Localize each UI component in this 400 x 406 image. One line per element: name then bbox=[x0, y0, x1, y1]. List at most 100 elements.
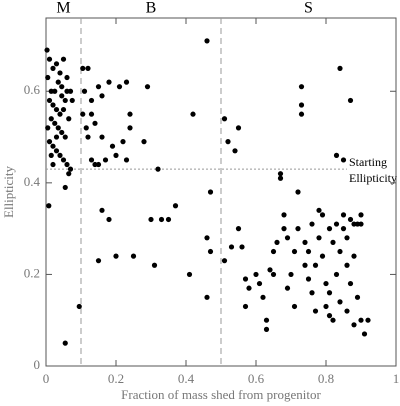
point bbox=[83, 125, 89, 131]
point bbox=[323, 280, 329, 287]
point bbox=[298, 102, 305, 108]
point bbox=[330, 317, 336, 323]
point bbox=[365, 317, 371, 323]
point bbox=[48, 116, 54, 122]
point bbox=[62, 184, 68, 191]
point bbox=[344, 235, 350, 241]
point bbox=[50, 143, 56, 149]
point bbox=[123, 157, 130, 163]
point bbox=[67, 88, 74, 94]
point bbox=[190, 111, 196, 117]
point bbox=[235, 125, 242, 131]
point bbox=[85, 65, 91, 71]
point bbox=[80, 111, 86, 117]
region-label: M bbox=[56, 0, 70, 17]
point bbox=[312, 308, 319, 314]
point bbox=[53, 148, 60, 154]
point bbox=[64, 74, 70, 81]
point bbox=[319, 212, 326, 218]
point bbox=[141, 139, 147, 145]
point bbox=[302, 262, 308, 268]
point bbox=[88, 111, 95, 117]
point bbox=[155, 166, 161, 172]
point bbox=[337, 65, 343, 71]
annotation: Starting bbox=[349, 155, 387, 169]
point bbox=[48, 152, 54, 158]
point bbox=[361, 331, 368, 337]
point bbox=[333, 221, 340, 227]
point bbox=[326, 290, 333, 296]
point bbox=[57, 111, 63, 117]
point bbox=[92, 120, 98, 126]
point bbox=[295, 226, 301, 232]
point bbox=[46, 203, 52, 209]
point bbox=[57, 152, 63, 158]
point bbox=[337, 248, 343, 255]
x-tick-label: 0.6 bbox=[248, 371, 265, 386]
point bbox=[204, 38, 210, 44]
point bbox=[148, 216, 154, 223]
point bbox=[62, 134, 68, 140]
point bbox=[246, 285, 252, 291]
point bbox=[46, 139, 53, 145]
x-tick-label: 0.4 bbox=[178, 371, 195, 386]
point bbox=[319, 253, 326, 259]
point bbox=[69, 97, 75, 104]
x-tick-label: 0.2 bbox=[108, 371, 124, 386]
point bbox=[59, 93, 65, 99]
point bbox=[333, 152, 340, 158]
point bbox=[295, 189, 301, 195]
x-tick-label: 0.8 bbox=[318, 371, 334, 386]
point bbox=[45, 74, 51, 81]
point bbox=[284, 285, 291, 291]
point bbox=[106, 216, 112, 223]
x-axis-label: Fraction of mass shed from progenitor bbox=[121, 387, 321, 402]
point bbox=[358, 212, 364, 218]
y-tick-label: 0.6 bbox=[24, 82, 41, 97]
point bbox=[309, 221, 315, 227]
point bbox=[46, 97, 53, 104]
point bbox=[81, 88, 88, 94]
point bbox=[80, 65, 86, 71]
x-tick-label: 1 bbox=[393, 371, 400, 386]
point bbox=[95, 84, 102, 90]
point bbox=[263, 317, 270, 323]
point bbox=[144, 84, 151, 90]
point bbox=[358, 317, 364, 323]
point bbox=[298, 111, 305, 117]
point bbox=[305, 248, 312, 255]
region-label: S bbox=[304, 0, 313, 17]
point bbox=[204, 294, 210, 300]
point bbox=[127, 125, 133, 131]
point bbox=[239, 244, 245, 250]
point bbox=[158, 216, 165, 223]
point bbox=[85, 134, 91, 140]
point bbox=[323, 303, 329, 310]
point bbox=[358, 221, 364, 227]
point bbox=[52, 88, 58, 94]
point bbox=[347, 97, 354, 104]
y-tick-label: 0 bbox=[34, 357, 41, 372]
point bbox=[60, 106, 67, 113]
point bbox=[55, 125, 61, 131]
point bbox=[186, 271, 193, 278]
point bbox=[344, 262, 350, 268]
point bbox=[333, 271, 340, 278]
point bbox=[44, 47, 50, 53]
point bbox=[99, 93, 105, 99]
point bbox=[260, 294, 266, 300]
point bbox=[326, 313, 333, 319]
y-tick-label: 0.2 bbox=[24, 265, 40, 280]
point bbox=[284, 235, 291, 241]
point bbox=[235, 226, 242, 232]
point bbox=[270, 271, 277, 278]
point bbox=[351, 253, 357, 259]
point bbox=[330, 239, 336, 245]
point bbox=[344, 308, 350, 314]
point bbox=[120, 139, 126, 145]
point bbox=[50, 102, 56, 108]
point bbox=[225, 139, 231, 145]
point bbox=[88, 157, 95, 163]
point bbox=[45, 125, 51, 131]
point bbox=[88, 97, 95, 104]
